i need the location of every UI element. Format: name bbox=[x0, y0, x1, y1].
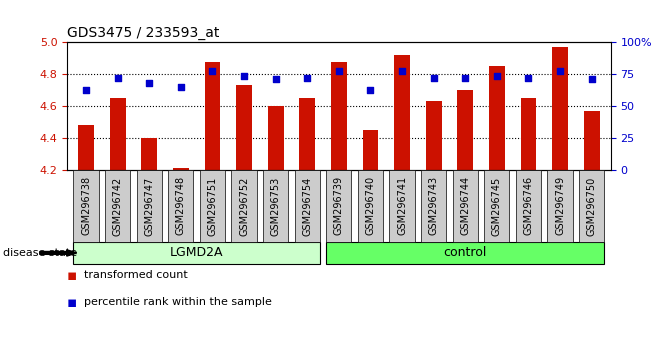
Text: ▪: ▪ bbox=[67, 295, 77, 309]
Text: GSM296753: GSM296753 bbox=[270, 176, 280, 235]
Text: GSM296738: GSM296738 bbox=[81, 176, 91, 235]
Bar bbox=[584, 111, 600, 170]
Text: transformed count: transformed count bbox=[84, 270, 188, 280]
Point bbox=[365, 87, 376, 92]
Point bbox=[491, 73, 502, 79]
Point bbox=[460, 75, 470, 81]
Point bbox=[207, 68, 218, 73]
Bar bbox=[394, 55, 410, 170]
Point bbox=[112, 75, 123, 81]
Point bbox=[81, 87, 91, 92]
Text: GSM296742: GSM296742 bbox=[113, 176, 123, 235]
Point bbox=[555, 68, 566, 73]
Point bbox=[397, 68, 407, 73]
Bar bbox=[110, 98, 125, 170]
Text: ▪: ▪ bbox=[67, 268, 77, 283]
Point bbox=[586, 76, 597, 82]
Text: GSM296749: GSM296749 bbox=[555, 176, 565, 235]
Point bbox=[239, 73, 250, 79]
Text: LGMD2A: LGMD2A bbox=[170, 246, 223, 259]
Text: GSM296751: GSM296751 bbox=[207, 176, 217, 235]
Text: disease state: disease state bbox=[3, 248, 77, 258]
Text: GSM296752: GSM296752 bbox=[239, 176, 249, 236]
Bar bbox=[78, 125, 94, 170]
Bar bbox=[173, 169, 189, 170]
Text: GSM296747: GSM296747 bbox=[144, 176, 154, 235]
Text: GSM296746: GSM296746 bbox=[523, 176, 533, 235]
Text: GSM296741: GSM296741 bbox=[397, 176, 407, 235]
Text: percentile rank within the sample: percentile rank within the sample bbox=[84, 297, 272, 307]
Text: GSM296750: GSM296750 bbox=[586, 176, 597, 235]
Text: GSM296754: GSM296754 bbox=[302, 176, 312, 235]
Text: GSM296739: GSM296739 bbox=[334, 176, 344, 235]
Bar bbox=[552, 47, 568, 170]
Point bbox=[523, 75, 534, 81]
Point bbox=[270, 76, 281, 82]
Point bbox=[176, 84, 187, 90]
Bar bbox=[205, 62, 220, 170]
Text: GDS3475 / 233593_at: GDS3475 / 233593_at bbox=[67, 26, 219, 40]
Bar bbox=[331, 62, 347, 170]
Text: GSM296748: GSM296748 bbox=[176, 176, 186, 235]
Text: control: control bbox=[444, 246, 487, 259]
Point bbox=[333, 68, 344, 73]
Bar bbox=[236, 85, 252, 170]
Point bbox=[428, 75, 439, 81]
Point bbox=[144, 80, 154, 86]
Bar bbox=[299, 98, 315, 170]
Point bbox=[302, 75, 313, 81]
Bar bbox=[489, 67, 505, 170]
Text: GSM296745: GSM296745 bbox=[492, 176, 502, 235]
Bar bbox=[426, 101, 442, 170]
Bar bbox=[268, 106, 284, 170]
Text: GSM296744: GSM296744 bbox=[460, 176, 470, 235]
Text: GSM296743: GSM296743 bbox=[429, 176, 439, 235]
Bar bbox=[142, 138, 157, 170]
Bar bbox=[458, 90, 473, 170]
Bar bbox=[521, 98, 536, 170]
Text: GSM296740: GSM296740 bbox=[366, 176, 376, 235]
Bar bbox=[362, 130, 378, 170]
